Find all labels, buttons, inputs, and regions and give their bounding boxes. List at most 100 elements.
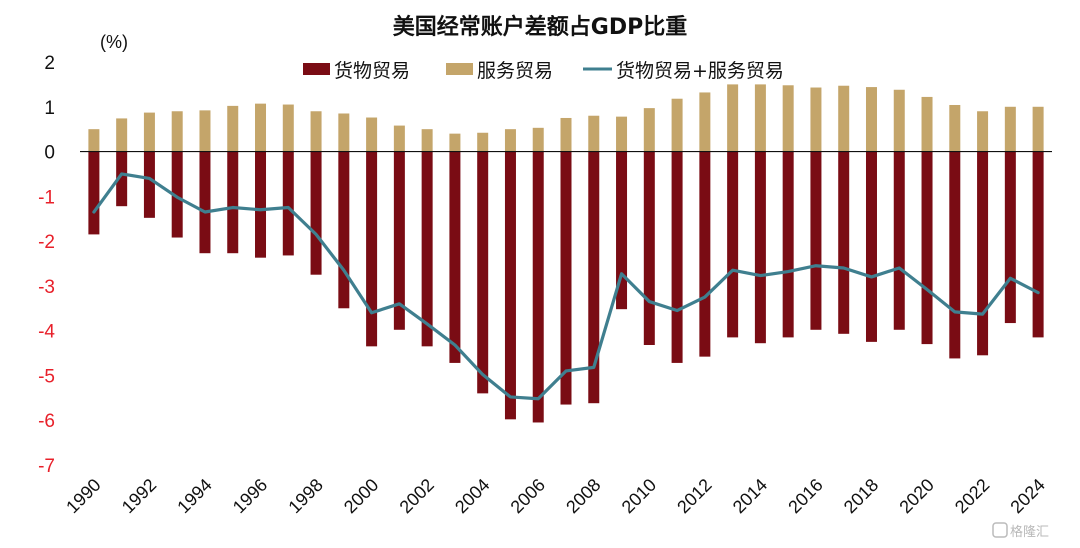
bar-services xyxy=(227,105,239,152)
bar-goods xyxy=(893,151,905,330)
x-tick-label: 1992 xyxy=(118,475,160,517)
bar-services xyxy=(199,110,211,152)
bar-goods xyxy=(171,151,183,238)
legend-label-goods: 货物贸易 xyxy=(334,60,410,82)
bar-services xyxy=(921,96,933,152)
bar-services xyxy=(255,103,267,152)
legend-label-total: 货物贸易+服务贸易 xyxy=(616,60,784,82)
bar-goods xyxy=(199,151,211,254)
bar-services xyxy=(532,127,544,152)
legend: 货物贸易 服务贸易 货物贸易+服务贸易 xyxy=(303,60,784,82)
y-tick-label: 2 xyxy=(44,53,55,74)
x-axis: 1990 1992 1994 1996 1998 2000 2002 2004 2006 2008… xyxy=(62,475,1049,517)
bar-services xyxy=(588,115,600,152)
bar-goods xyxy=(977,151,989,356)
bar-services xyxy=(810,87,822,152)
bar-services xyxy=(143,112,155,152)
bar-goods xyxy=(88,151,100,235)
bar-services xyxy=(310,111,322,152)
bar-services xyxy=(1032,106,1044,152)
bar-goods xyxy=(865,151,877,342)
x-tick-label: 2020 xyxy=(895,475,937,517)
bar-services xyxy=(893,89,905,152)
bar-services xyxy=(88,129,100,152)
bar-goods xyxy=(1004,151,1016,324)
bar-services xyxy=(116,118,128,152)
y-tick-label: 0 xyxy=(44,143,55,164)
legend-label-services: 服务贸易 xyxy=(477,60,553,82)
legend-swatch-goods xyxy=(303,63,330,75)
x-tick-label: 1998 xyxy=(284,475,326,517)
bar-goods xyxy=(754,151,766,344)
bar-services xyxy=(643,108,655,152)
x-tick-label: 2014 xyxy=(729,475,771,517)
y-tick-label: -2 xyxy=(38,232,55,253)
watermark-text: 格隆汇 xyxy=(1010,524,1049,540)
y-tick-label: -6 xyxy=(38,411,55,432)
x-tick-label: 1990 xyxy=(62,475,104,517)
bar-goods xyxy=(504,151,516,420)
line-goods-plus-services xyxy=(92,172,1040,401)
bar-services xyxy=(171,111,183,152)
bar-goods xyxy=(282,151,294,256)
bar-goods xyxy=(949,151,961,359)
bar-goods xyxy=(671,151,683,363)
bar-services xyxy=(560,117,572,152)
bar-goods xyxy=(616,151,628,310)
legend-swatch-services xyxy=(446,63,473,75)
y-tick-label: -7 xyxy=(38,456,55,477)
bar-goods xyxy=(338,151,350,309)
bar-services xyxy=(838,85,850,152)
x-tick-label: 2006 xyxy=(507,475,549,517)
bar-goods xyxy=(699,151,711,357)
bar-goods xyxy=(560,151,572,405)
bar-goods xyxy=(727,151,739,338)
bar-goods xyxy=(477,151,489,394)
bar-goods xyxy=(782,151,794,338)
bar-goods xyxy=(643,151,655,345)
bar-goods xyxy=(449,151,461,363)
bar-services xyxy=(421,129,433,152)
y-tick-label: -3 xyxy=(38,277,55,298)
bar-services xyxy=(754,84,766,152)
bar-services xyxy=(338,113,350,152)
bar-goods xyxy=(810,151,822,330)
line-series xyxy=(92,172,1040,401)
bar-goods xyxy=(421,151,433,347)
bar-services xyxy=(477,132,489,152)
bar-services xyxy=(671,98,683,152)
x-tick-label: 2000 xyxy=(340,475,382,517)
bar-goods xyxy=(393,151,405,330)
bar-goods xyxy=(310,151,322,275)
x-tick-label: 2002 xyxy=(396,475,438,517)
bar-goods xyxy=(1032,151,1044,338)
bar-goods xyxy=(116,151,128,207)
bar-services xyxy=(282,104,294,152)
watermark-logo: 格隆汇 xyxy=(992,522,1049,540)
y-tick-label: -4 xyxy=(38,322,55,343)
bar-goods xyxy=(366,151,378,347)
bars xyxy=(88,84,1044,423)
bar-services xyxy=(616,116,628,152)
bar-services xyxy=(949,104,961,152)
y-tick-label: 1 xyxy=(44,98,55,119)
y-tick-label: -1 xyxy=(38,187,55,208)
bar-goods xyxy=(255,151,267,258)
bar-services xyxy=(977,111,989,152)
bar-goods xyxy=(921,151,933,345)
bar-services xyxy=(865,87,877,152)
bar-services xyxy=(449,133,461,152)
x-tick-label: 2010 xyxy=(618,475,660,517)
bar-goods xyxy=(143,151,155,218)
bar-services xyxy=(699,92,711,152)
y-axis-unit: (%) xyxy=(100,32,128,52)
x-tick-label: 2012 xyxy=(673,475,715,517)
bar-services xyxy=(366,117,378,152)
x-tick-label: 2024 xyxy=(1006,475,1048,517)
x-tick-label: 2016 xyxy=(784,475,826,517)
chart-title: 美国经常账户差额占GDP比重 xyxy=(393,14,687,40)
y-tick-label: -5 xyxy=(38,366,55,387)
bar-goods xyxy=(227,151,239,254)
bar-services xyxy=(393,125,405,152)
